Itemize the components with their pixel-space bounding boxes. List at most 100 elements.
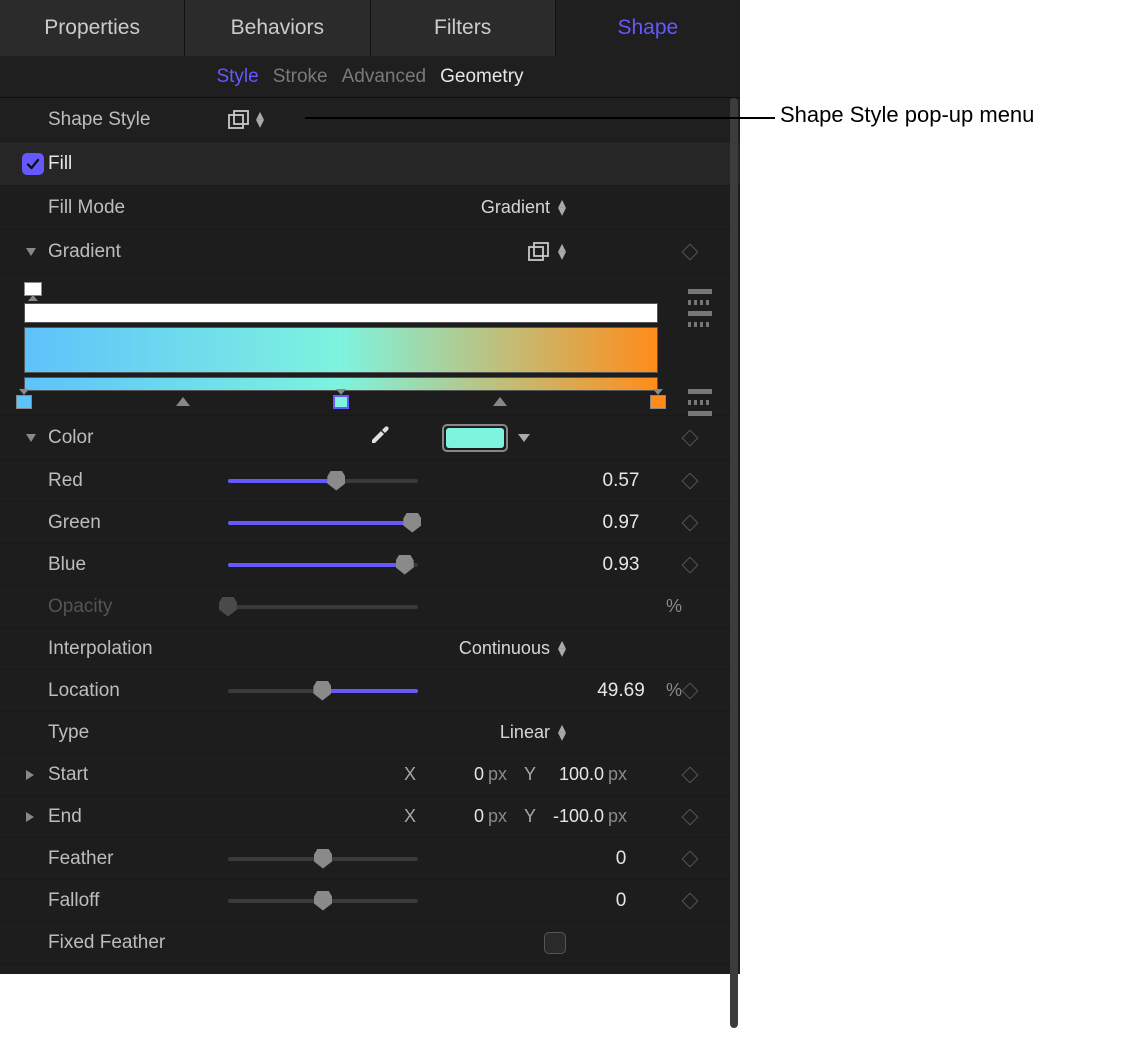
- red-label: Red: [48, 470, 228, 492]
- disclosure-icon[interactable]: [26, 812, 34, 822]
- updown-icon: ▴▾: [558, 244, 566, 260]
- keyframe-icon[interactable]: [682, 892, 699, 909]
- preset-icon: [228, 110, 250, 130]
- red-slider[interactable]: [228, 479, 418, 483]
- gradient-color-stop[interactable]: [333, 394, 349, 410]
- blue-slider[interactable]: [228, 563, 418, 567]
- falloff-slider[interactable]: [228, 899, 418, 903]
- fill-mode-value: Gradient: [481, 197, 550, 218]
- interpolation-value: Continuous: [459, 638, 550, 659]
- keyframe-icon[interactable]: [682, 850, 699, 867]
- unit-label: px: [488, 764, 516, 785]
- shape-style-row: Shape Style ▴▾: [0, 98, 740, 142]
- tab-behaviors[interactable]: Behaviors: [185, 0, 370, 56]
- location-slider[interactable]: [228, 689, 418, 693]
- keyframe-icon[interactable]: [682, 556, 699, 573]
- color-swatch-button[interactable]: [442, 424, 530, 452]
- keyframe-icon[interactable]: [682, 429, 699, 446]
- gradient-color-bar[interactable]: [24, 327, 658, 373]
- blue-value[interactable]: 0.93: [576, 554, 666, 576]
- tab-properties[interactable]: Properties: [0, 0, 185, 56]
- tab-filters[interactable]: Filters: [371, 0, 556, 56]
- keyframe-icon[interactable]: [682, 808, 699, 825]
- end-row: End X 0 px Y -100.0 px: [0, 796, 740, 838]
- eyedropper-icon[interactable]: [368, 423, 392, 452]
- fill-mode-label: Fill Mode: [48, 197, 228, 219]
- blue-row: Blue 0.93: [0, 544, 740, 586]
- gradient-label: Gradient: [48, 241, 228, 263]
- subtab-style[interactable]: Style: [216, 66, 258, 88]
- gradient-preset-popup[interactable]: ▴▾: [528, 242, 566, 262]
- start-x-value[interactable]: 0: [424, 764, 484, 785]
- subtab-advanced[interactable]: Advanced: [342, 66, 427, 88]
- unit-label: px: [608, 764, 636, 785]
- opacity-unit: %: [666, 596, 716, 617]
- annotation: Shape Style pop-up menu: [740, 0, 1130, 1040]
- opacity-label: Opacity: [48, 596, 228, 618]
- opacity-stop[interactable]: [24, 282, 42, 300]
- start-y-value[interactable]: 100.0: [544, 764, 604, 785]
- feather-slider[interactable]: [228, 857, 418, 861]
- inspector-panel: Properties Behaviors Filters Shape Style…: [0, 0, 740, 974]
- end-y-value[interactable]: -100.0: [544, 806, 604, 827]
- start-row: Start X 0 px Y 100.0 px: [0, 754, 740, 796]
- keyframe-icon[interactable]: [682, 243, 699, 260]
- fill-checkbox[interactable]: [22, 153, 44, 175]
- shape-style-popup[interactable]: ▴▾: [228, 110, 264, 130]
- subtab-stroke[interactable]: Stroke: [273, 66, 328, 88]
- chevron-down-icon: [518, 434, 530, 442]
- preset-icon: [528, 242, 550, 262]
- y-label: Y: [520, 764, 540, 785]
- gradient-midpoint[interactable]: [176, 397, 190, 406]
- green-row: Green 0.97: [0, 502, 740, 544]
- disclosure-icon[interactable]: [26, 434, 36, 442]
- end-label: End: [48, 806, 228, 828]
- end-x-value[interactable]: 0: [424, 806, 484, 827]
- sub-tabs: Style Stroke Advanced Geometry: [0, 56, 740, 98]
- unit-label: px: [488, 806, 516, 827]
- falloff-value[interactable]: 0: [576, 890, 666, 912]
- type-value: Linear: [500, 722, 550, 743]
- updown-icon: ▴▾: [256, 112, 264, 128]
- x-label: X: [400, 806, 420, 827]
- falloff-row: Falloff 0: [0, 880, 740, 922]
- opacity-bar[interactable]: [24, 303, 658, 323]
- keyframe-icon[interactable]: [682, 472, 699, 489]
- fixed-feather-label: Fixed Feather: [48, 932, 228, 954]
- callout-line: [305, 117, 775, 119]
- feather-value[interactable]: 0: [576, 848, 666, 870]
- main-tabs: Properties Behaviors Filters Shape: [0, 0, 740, 56]
- feather-row: Feather 0: [0, 838, 740, 880]
- disclosure-icon[interactable]: [26, 248, 36, 256]
- fill-header-row: Fill: [0, 142, 740, 186]
- location-row: Location 49.69%: [0, 670, 740, 712]
- subtab-geometry[interactable]: Geometry: [440, 66, 523, 88]
- scrollbar[interactable]: [730, 98, 738, 1028]
- unit-label: px: [608, 806, 636, 827]
- interpolation-popup[interactable]: Continuous ▴▾: [459, 638, 566, 659]
- gradient-color-stop[interactable]: [650, 394, 666, 410]
- red-value[interactable]: 0.57: [576, 470, 666, 492]
- location-value[interactable]: 49.69: [576, 680, 666, 702]
- type-row: Type Linear ▴▾: [0, 712, 740, 754]
- spread-top-icon[interactable]: [688, 289, 714, 327]
- gradient-editor[interactable]: [0, 274, 740, 416]
- tab-shape[interactable]: Shape: [556, 0, 740, 56]
- keyframe-icon[interactable]: [682, 514, 699, 531]
- color-stops[interactable]: [24, 391, 658, 413]
- blue-label: Blue: [48, 554, 228, 576]
- green-slider[interactable]: [228, 521, 418, 525]
- green-value[interactable]: 0.97: [576, 512, 666, 534]
- red-row: Red 0.57: [0, 460, 740, 502]
- updown-icon: ▴▾: [558, 200, 566, 216]
- keyframe-icon[interactable]: [682, 766, 699, 783]
- gradient-color-stop[interactable]: [16, 394, 32, 410]
- updown-icon: ▴▾: [558, 725, 566, 741]
- falloff-label: Falloff: [48, 890, 228, 912]
- type-popup[interactable]: Linear ▴▾: [500, 722, 566, 743]
- fixed-feather-checkbox[interactable]: [544, 932, 566, 954]
- fill-mode-popup[interactable]: Gradient ▴▾: [481, 197, 566, 218]
- start-label: Start: [48, 764, 228, 786]
- gradient-midpoint[interactable]: [493, 397, 507, 406]
- disclosure-icon[interactable]: [26, 770, 34, 780]
